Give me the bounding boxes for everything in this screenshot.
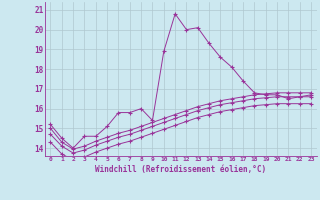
X-axis label: Windchill (Refroidissement éolien,°C): Windchill (Refroidissement éolien,°C): [95, 165, 266, 174]
